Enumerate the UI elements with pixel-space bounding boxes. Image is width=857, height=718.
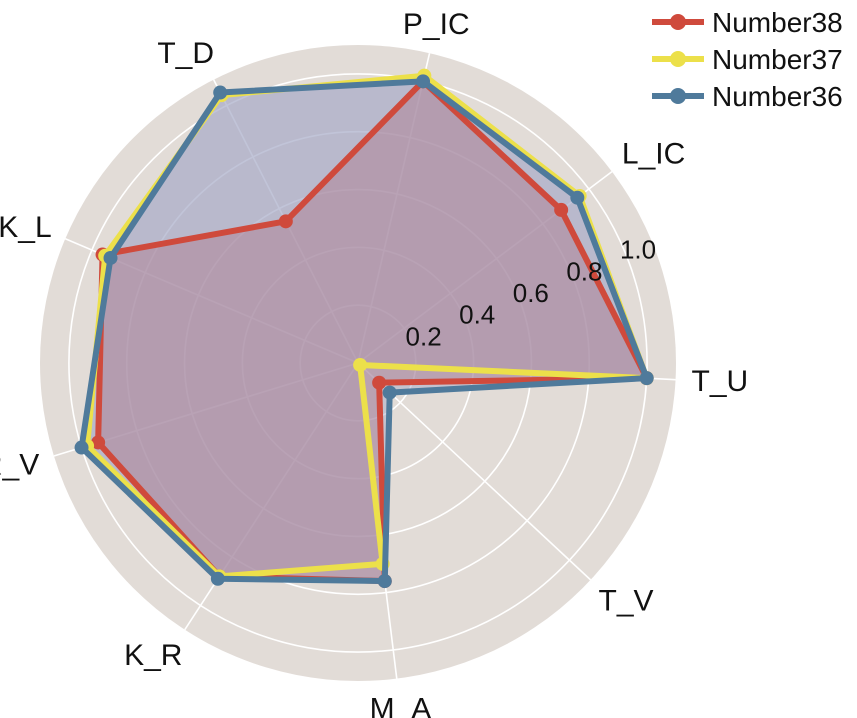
grid-ring-4 bbox=[125, 130, 591, 596]
point-Number36-T_D bbox=[213, 85, 228, 100]
point-Number38-L_IC bbox=[554, 202, 569, 217]
radar-series bbox=[74, 68, 654, 589]
point-Number36-P_IC bbox=[416, 74, 431, 89]
series-area-Number38 bbox=[98, 81, 647, 582]
series-line-Number36 bbox=[78, 78, 650, 585]
point-Number38-T_D bbox=[278, 214, 293, 229]
grid-spoke-K_R bbox=[184, 362, 359, 631]
grid-ring-5 bbox=[68, 73, 648, 653]
axis-label-R_V: R_V bbox=[0, 449, 39, 482]
point-Number36-R_V bbox=[74, 440, 89, 455]
axis-labels: T_U L_IC P_IC T_D K_L R_V K_R M_A T_V bbox=[0, 8, 748, 718]
legend-label-Number36: Number36 bbox=[712, 81, 843, 112]
grid-ring-3 bbox=[183, 188, 533, 538]
legend-marker-Number36 bbox=[670, 88, 686, 104]
axis-label-K_L: K_L bbox=[0, 211, 52, 244]
axis-label-T_U: T_U bbox=[692, 365, 749, 398]
axis-label-M_A: M_A bbox=[370, 692, 432, 718]
grid-ring-1 bbox=[299, 304, 417, 422]
point-Number36-K_L bbox=[103, 250, 118, 265]
axis-label-L_IC: L_IC bbox=[622, 138, 685, 171]
grid-spoke-T_V bbox=[357, 362, 592, 581]
grid-spoke-L_IC bbox=[357, 170, 613, 364]
legend-marker-Number37 bbox=[670, 51, 686, 67]
axis-label-P_IC: P_IC bbox=[403, 8, 470, 41]
grid-ring-2 bbox=[241, 246, 475, 480]
grid-spoke-P_IC bbox=[357, 52, 431, 364]
point-Number38-T_V bbox=[372, 375, 387, 390]
axis-label-T_D: T_D bbox=[157, 37, 214, 70]
series-area-Number36 bbox=[81, 81, 647, 582]
radar-grid bbox=[53, 52, 676, 679]
radial-tick-labels: 0.2 0.4 0.6 0.8 1.0 bbox=[406, 235, 657, 352]
legend-label-Number38: Number38 bbox=[712, 7, 843, 38]
r-tick-label: 0.8 bbox=[566, 256, 602, 286]
legend-label-Number37: Number37 bbox=[712, 44, 843, 75]
axis-label-K_R: K_R bbox=[124, 639, 182, 672]
r-tick-label: 0.4 bbox=[459, 300, 495, 330]
series-line-Number38 bbox=[95, 78, 650, 585]
point-Number38-R_V bbox=[91, 435, 106, 450]
point-Number37-T_V bbox=[353, 357, 368, 372]
legend: Number38 Number37 Number36 bbox=[652, 7, 843, 112]
r-tick-label: 0.2 bbox=[406, 321, 442, 351]
axis-label-T_V: T_V bbox=[599, 584, 654, 617]
point-Number36-T_U bbox=[639, 371, 654, 386]
r-tick-label: 0.6 bbox=[513, 278, 549, 308]
r-tick-label: 1.0 bbox=[620, 235, 656, 265]
point-Number36-T_V bbox=[382, 385, 397, 400]
point-Number36-K_R bbox=[210, 571, 225, 586]
series-area-Number37 bbox=[87, 75, 647, 577]
point-Number36-M_A bbox=[377, 574, 392, 589]
point-Number36-L_IC bbox=[570, 190, 585, 205]
legend-marker-Number38 bbox=[670, 14, 686, 30]
